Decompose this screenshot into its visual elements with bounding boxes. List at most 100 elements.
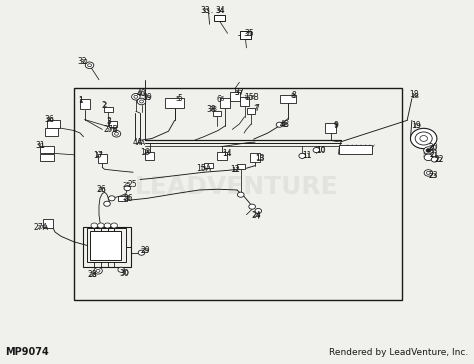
Text: 25: 25	[127, 181, 137, 189]
Circle shape	[132, 94, 140, 100]
Bar	[204, 163, 213, 169]
Text: 9: 9	[333, 120, 338, 130]
Text: 36: 36	[46, 116, 55, 123]
Circle shape	[249, 204, 255, 209]
Bar	[40, 146, 54, 153]
Text: 31: 31	[36, 141, 45, 150]
Text: 1: 1	[78, 98, 82, 103]
Text: 4B: 4B	[280, 120, 290, 129]
Text: 18: 18	[410, 93, 419, 99]
Bar	[109, 122, 117, 127]
Bar	[240, 97, 249, 106]
Text: 21: 21	[429, 152, 438, 158]
Text: 8: 8	[290, 93, 294, 99]
Circle shape	[426, 149, 431, 152]
Text: 9: 9	[333, 122, 337, 128]
Text: 27A: 27A	[36, 225, 48, 230]
Text: 17: 17	[93, 151, 102, 160]
Bar	[214, 15, 225, 21]
Bar	[217, 151, 227, 160]
Circle shape	[424, 154, 433, 161]
Text: 36: 36	[44, 115, 54, 124]
Text: 30: 30	[119, 269, 129, 277]
Bar	[220, 98, 230, 108]
Text: 30: 30	[120, 270, 129, 276]
Bar	[247, 108, 255, 114]
Text: 2: 2	[101, 100, 106, 110]
Text: 34: 34	[215, 5, 225, 15]
Text: 22: 22	[435, 155, 444, 164]
Text: 1: 1	[78, 96, 82, 105]
Text: 39: 39	[143, 95, 152, 101]
Bar	[145, 151, 155, 160]
Text: 18: 18	[410, 91, 419, 99]
Text: 5: 5	[176, 96, 180, 102]
Circle shape	[299, 153, 306, 158]
Circle shape	[415, 132, 432, 145]
Circle shape	[137, 98, 146, 105]
Text: 16: 16	[140, 148, 150, 157]
Text: 35: 35	[244, 31, 253, 37]
Text: 4A: 4A	[137, 140, 146, 146]
Text: 26: 26	[97, 185, 106, 194]
Text: 3: 3	[106, 118, 111, 124]
Text: 5: 5	[177, 94, 182, 103]
Bar	[91, 231, 121, 260]
Circle shape	[431, 157, 438, 162]
Text: 23: 23	[428, 173, 438, 179]
Text: 29: 29	[140, 248, 149, 254]
Bar	[104, 107, 113, 112]
Circle shape	[104, 201, 110, 206]
Text: 7: 7	[254, 106, 258, 111]
Text: 21: 21	[429, 150, 439, 159]
Bar	[80, 99, 90, 110]
Text: 32: 32	[78, 57, 87, 66]
Bar	[40, 154, 54, 161]
Text: 13: 13	[255, 154, 265, 163]
Text: 13: 13	[255, 155, 264, 161]
Text: 15A: 15A	[199, 166, 211, 171]
Text: 14: 14	[222, 149, 232, 158]
Text: 10: 10	[316, 147, 325, 153]
Circle shape	[96, 269, 100, 272]
Bar	[47, 120, 60, 128]
Text: 24: 24	[252, 211, 261, 220]
Circle shape	[140, 100, 144, 103]
Text: 37: 37	[235, 90, 244, 96]
Circle shape	[237, 192, 244, 197]
Text: 38: 38	[208, 107, 217, 112]
Text: 8: 8	[292, 91, 296, 100]
Text: 26: 26	[98, 187, 107, 193]
Text: 15B: 15B	[244, 93, 258, 102]
Text: 27A: 27A	[34, 223, 49, 232]
Bar	[239, 31, 251, 39]
Bar	[74, 88, 402, 300]
Text: 14: 14	[222, 151, 231, 157]
Text: Rendered by LeadVenture, Inc.: Rendered by LeadVenture, Inc.	[329, 348, 469, 357]
Text: LEADVENTURE: LEADVENTURE	[135, 175, 339, 199]
Text: 4B: 4B	[279, 122, 288, 128]
Bar	[98, 154, 107, 163]
Circle shape	[115, 132, 118, 135]
Text: 10: 10	[316, 146, 326, 155]
Bar	[83, 228, 131, 267]
Bar	[43, 219, 53, 228]
Text: 29: 29	[140, 246, 150, 256]
Text: 11: 11	[302, 153, 311, 159]
Text: 28: 28	[89, 272, 98, 278]
Circle shape	[94, 268, 102, 274]
Circle shape	[111, 223, 118, 228]
Bar	[281, 95, 296, 103]
Circle shape	[98, 223, 104, 228]
Circle shape	[124, 186, 131, 191]
Bar	[118, 196, 127, 201]
Circle shape	[134, 95, 138, 98]
Text: 25: 25	[123, 182, 132, 188]
Circle shape	[109, 196, 115, 201]
Text: 31: 31	[37, 143, 46, 149]
Text: 20: 20	[429, 143, 438, 153]
Text: 15A: 15A	[197, 164, 211, 173]
Text: MP9074: MP9074	[5, 347, 49, 357]
Circle shape	[420, 135, 428, 141]
Text: 16: 16	[142, 149, 151, 155]
